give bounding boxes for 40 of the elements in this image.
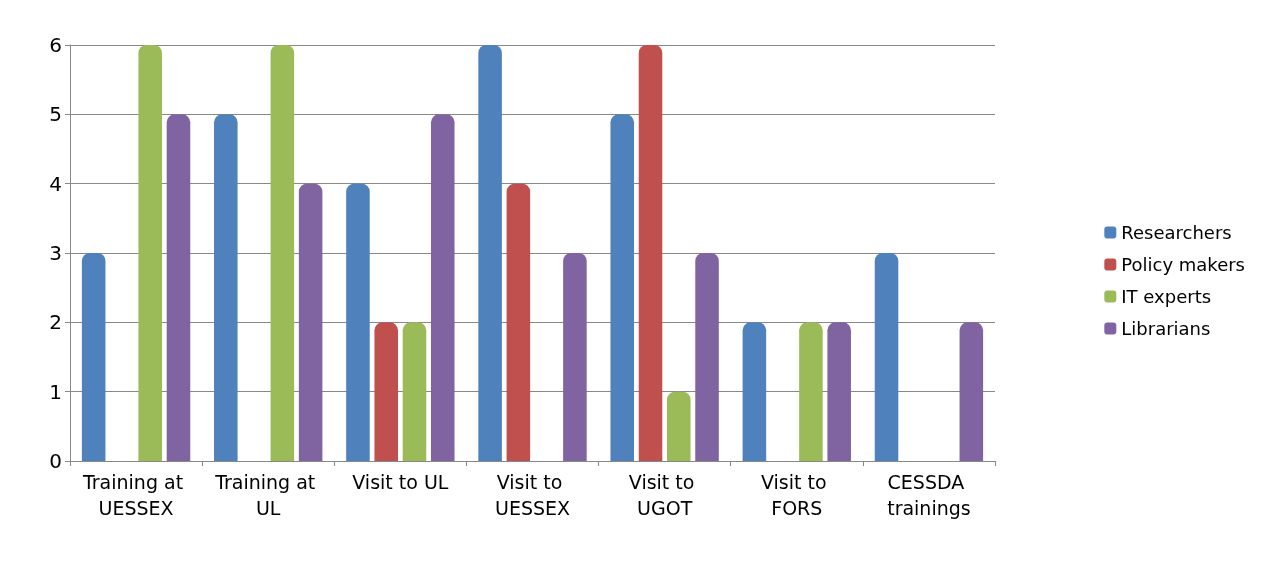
y-tick-label: 6 xyxy=(49,33,62,57)
bar xyxy=(346,183,370,461)
y-tick-label: 2 xyxy=(49,310,62,335)
legend-label: Policy makers xyxy=(1121,254,1246,275)
legend-label: Researchers xyxy=(1121,222,1232,243)
y-tick-label: 3 xyxy=(49,241,62,265)
bar xyxy=(214,114,238,461)
bar xyxy=(638,45,663,461)
bar xyxy=(610,114,635,461)
bar xyxy=(563,253,587,461)
x-tick-label: Training at UL xyxy=(214,471,322,519)
bar xyxy=(506,183,531,461)
bar xyxy=(827,322,851,461)
x-tick-label: Training at UESSEX xyxy=(81,471,190,519)
legend-label: IT experts xyxy=(1121,286,1212,307)
bar xyxy=(374,322,398,461)
bar xyxy=(298,183,323,461)
bar xyxy=(695,253,719,461)
bar xyxy=(138,45,162,461)
bar xyxy=(270,45,295,461)
y-tick-label: 1 xyxy=(49,379,62,404)
y-tick-label: 0 xyxy=(49,449,62,473)
x-tick-label: Visit to UGOT xyxy=(628,471,701,519)
bar xyxy=(959,322,984,461)
x-tick-label: Visit to UESSEX xyxy=(494,471,571,519)
y-tick-label: 5 xyxy=(49,102,62,127)
bar xyxy=(667,391,691,461)
x-tick-label: Visit to FORS xyxy=(760,471,833,519)
bar xyxy=(166,114,191,461)
bar xyxy=(81,253,106,461)
bar xyxy=(430,114,455,461)
bar xyxy=(402,322,427,461)
bar xyxy=(742,322,767,461)
bar xyxy=(478,45,502,461)
bar xyxy=(799,322,823,461)
y-tick-label: 4 xyxy=(49,171,62,196)
bar xyxy=(874,253,899,461)
x-tick-label: Visit to UL xyxy=(352,471,449,493)
legend-label: Librarians xyxy=(1121,318,1211,339)
x-tick-label: CESSDA trainings xyxy=(887,471,971,519)
